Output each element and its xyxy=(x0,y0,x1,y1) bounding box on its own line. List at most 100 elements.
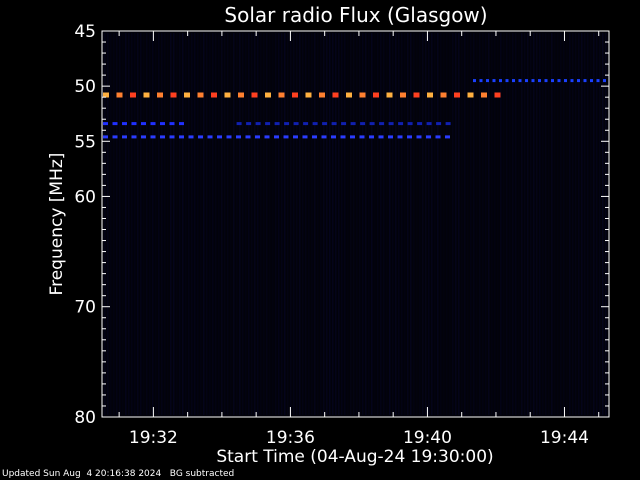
noise-streak xyxy=(374,33,376,415)
noise-streak xyxy=(422,33,424,415)
band-segment xyxy=(238,92,244,98)
noise-streak xyxy=(365,33,367,415)
band-segment xyxy=(379,122,385,126)
noise-streak xyxy=(266,33,268,415)
noise-streak xyxy=(377,33,379,415)
noise-streak xyxy=(251,33,253,415)
band-segment xyxy=(417,122,423,126)
noise-streak xyxy=(572,33,574,415)
noise-streak xyxy=(335,33,337,415)
band-segment xyxy=(131,122,137,126)
noise-streak xyxy=(224,33,226,415)
noise-streak xyxy=(401,33,403,415)
noise-streak xyxy=(164,33,166,415)
noise-streak xyxy=(521,33,523,415)
noise-streak xyxy=(398,33,400,415)
noise-streak xyxy=(419,33,421,415)
band-segment xyxy=(531,79,535,83)
noise-streak xyxy=(350,33,352,415)
noise-streak xyxy=(434,33,436,415)
noise-streak xyxy=(359,33,361,415)
noise-streak xyxy=(326,33,328,415)
noise-streak xyxy=(581,33,583,415)
y-tick-label: 60 xyxy=(74,187,96,207)
band-segment xyxy=(340,135,346,139)
noise-streak xyxy=(305,33,307,415)
noise-streak xyxy=(140,33,142,415)
band-segment xyxy=(236,122,242,126)
noise-streak xyxy=(578,33,580,415)
band-segment xyxy=(103,135,108,139)
noise-streak xyxy=(293,33,295,415)
band-segment xyxy=(551,79,554,83)
noise-streak xyxy=(440,33,442,415)
noise-streak xyxy=(500,33,502,415)
noise-streak xyxy=(479,33,481,415)
noise-layer xyxy=(104,33,607,415)
band-segment xyxy=(413,92,420,98)
noise-streak xyxy=(161,33,163,415)
band-segment xyxy=(211,92,217,98)
noise-streak xyxy=(347,33,349,415)
noise-streak xyxy=(128,33,130,415)
noise-streak xyxy=(560,33,562,415)
y-tick-label: 70 xyxy=(74,298,96,318)
band-segment xyxy=(321,135,327,139)
band-segment xyxy=(169,135,175,139)
band-segment xyxy=(426,135,431,139)
noise-streak xyxy=(446,33,448,415)
noise-streak xyxy=(362,33,364,415)
band-segment xyxy=(292,92,298,98)
x-tick-label: 19:36 xyxy=(266,428,315,448)
noise-streak xyxy=(605,33,607,415)
noise-streak xyxy=(329,33,331,415)
band-segment xyxy=(346,92,352,98)
noise-streak xyxy=(506,33,508,415)
noise-streak xyxy=(260,33,262,415)
noise-streak xyxy=(341,33,343,415)
noise-streak xyxy=(407,33,409,415)
band-segment xyxy=(386,92,393,98)
noise-streak xyxy=(197,33,199,415)
noise-streak xyxy=(167,33,169,415)
noise-streak xyxy=(299,33,301,415)
band-segment xyxy=(499,79,502,83)
band-segment xyxy=(293,135,298,139)
noise-streak xyxy=(344,33,346,415)
noise-streak xyxy=(176,33,178,415)
noise-streak xyxy=(254,33,256,415)
noise-streak xyxy=(536,33,538,415)
band-segment xyxy=(397,135,403,139)
noise-streak xyxy=(245,33,247,415)
band-segment xyxy=(264,135,270,139)
noise-streak xyxy=(473,33,475,415)
noise-streak xyxy=(563,33,565,415)
noise-streak xyxy=(380,33,382,415)
x-axis: 19:32 19:36 19:40 19:44 xyxy=(118,31,600,448)
noise-streak xyxy=(263,33,265,415)
x-tick-label: 19:32 xyxy=(129,428,178,448)
noise-streak xyxy=(113,33,115,415)
noise-streak xyxy=(554,33,556,415)
band-segment xyxy=(603,79,606,83)
noise-streak xyxy=(491,33,493,415)
band-segment xyxy=(150,122,156,126)
noise-streak xyxy=(458,33,460,415)
noise-streak xyxy=(425,33,427,415)
band-segment xyxy=(246,122,252,126)
band-segment xyxy=(557,79,561,83)
band-segment xyxy=(596,79,600,83)
band-segment xyxy=(505,79,509,83)
update-footer: Updated Sun Aug 4 20:16:38 2024 BG subtr… xyxy=(2,469,235,479)
noise-streak xyxy=(182,33,184,415)
noise-streak xyxy=(599,33,601,415)
noise-streak xyxy=(191,33,193,415)
noise-streak xyxy=(575,33,577,415)
band-segment xyxy=(278,92,285,98)
noise-streak xyxy=(125,33,127,415)
band-segment xyxy=(179,122,184,126)
band-segment xyxy=(494,92,501,98)
band-segment xyxy=(590,79,593,83)
band-segment xyxy=(360,122,366,126)
band-segment xyxy=(131,135,137,139)
